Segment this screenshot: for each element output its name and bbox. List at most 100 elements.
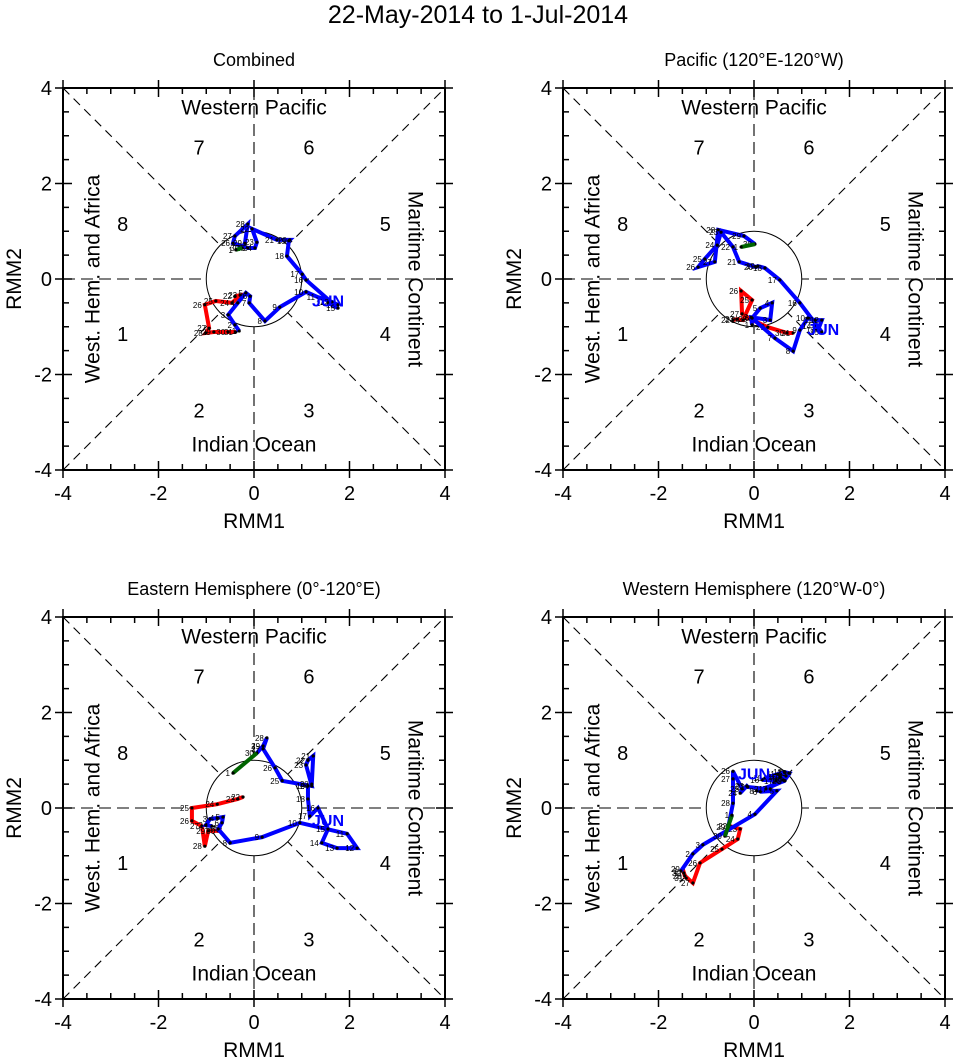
phase-number-label: 5 [380, 743, 391, 765]
day-label: 17 [764, 777, 773, 786]
day-label: 28 [673, 872, 682, 881]
series-line-jul [722, 814, 734, 837]
month-label-jun: JUN [738, 767, 770, 784]
y-tick-label: 4 [41, 78, 52, 100]
day-point [304, 278, 308, 282]
day-label: 10 [288, 819, 297, 828]
phase-number-label: 5 [880, 743, 891, 765]
day-label: 23 [725, 315, 734, 324]
day-label: 1 [725, 811, 730, 820]
day-point [742, 234, 746, 238]
day-label: 30 [230, 244, 239, 253]
day-label: 23 [245, 238, 254, 247]
y-tick-label: 2 [41, 174, 52, 196]
phase-number-label: 3 [303, 929, 314, 951]
day-point [203, 844, 207, 848]
day-point [750, 298, 754, 302]
day-label: 2 [227, 321, 232, 330]
day-label: 15 [326, 304, 335, 313]
phase-number-label: 5 [380, 214, 391, 236]
day-point [335, 846, 339, 850]
phase-number-label: 6 [803, 138, 814, 160]
day-label: 20 [744, 263, 753, 272]
day-point [345, 832, 349, 836]
day-label: 19 [778, 769, 787, 778]
day-label: 17 [290, 270, 299, 279]
day-label: 11 [336, 830, 345, 839]
day-label: 25 [270, 777, 279, 786]
day-label: 22 [231, 793, 240, 802]
day-label: 7 [211, 825, 216, 834]
phase-number-label: 2 [694, 929, 705, 951]
day-label: 15 [810, 328, 819, 337]
day-label: 26 [193, 301, 202, 310]
day-label: 27 [721, 775, 730, 784]
day-point [778, 775, 782, 779]
day-label: 6 [243, 292, 248, 301]
x-tick-label: 0 [248, 483, 259, 505]
day-label: 27 [251, 745, 260, 754]
phase-number-label: 7 [194, 138, 205, 160]
day-label: 28 [255, 734, 264, 743]
day-label: 1 [232, 327, 237, 336]
day-label: 30 [713, 832, 722, 841]
day-point [228, 841, 232, 845]
day-label: 5 [238, 289, 243, 298]
day-point [806, 316, 810, 320]
day-label: 1 [673, 867, 678, 876]
day-label: 11 [307, 293, 316, 302]
y-tick-label: -4 [34, 460, 52, 482]
day-point [234, 248, 238, 252]
day-point [300, 272, 304, 276]
day-label: 14 [316, 299, 325, 308]
region-label-indian-ocean: Indian Ocean [192, 434, 317, 457]
day-point [691, 881, 695, 885]
day-point [306, 758, 310, 762]
day-point [306, 784, 310, 788]
day-label: 27 [197, 324, 206, 333]
y-tick-label: -4 [34, 989, 52, 1011]
day-point [275, 238, 279, 242]
unit-circle [705, 230, 803, 328]
phase-number-label: 3 [303, 400, 314, 422]
y-tick-label: -2 [34, 894, 52, 916]
phase-number-label: 1 [617, 853, 628, 875]
day-label: 8 [786, 347, 791, 356]
day-label: 27 [190, 822, 199, 831]
day-point [207, 326, 211, 330]
day-label: 23 [294, 761, 303, 770]
day-label: 29 [202, 328, 211, 337]
day-point [311, 754, 315, 758]
y-tick-label: -2 [534, 894, 552, 916]
day-point [691, 852, 695, 856]
day-label: 31 [208, 824, 217, 833]
day-point [775, 789, 779, 793]
day-point [308, 814, 312, 818]
day-point [788, 771, 792, 775]
day-label: 16 [294, 276, 303, 285]
panel-pacific: Pacific (120°E-120°W)-4 -2 0 2 4-4-2024RMM1R… [503, 50, 953, 533]
panel-title: Pacific (120°E-120°W) [664, 50, 843, 70]
day-label: 22 [736, 783, 745, 792]
day-point [326, 301, 330, 305]
phase-number-label: 7 [694, 138, 705, 160]
day-label: 22 [240, 225, 249, 234]
day-point [768, 787, 772, 791]
day-point [326, 827, 330, 831]
day-point [791, 349, 795, 353]
panel-title: Western Hemisphere (120°W-0°) [623, 579, 886, 599]
phase-number-label: 7 [194, 667, 205, 689]
x-axis-label: RMM1 [723, 510, 785, 533]
day-point [736, 837, 740, 841]
day-label: 18 [296, 795, 305, 804]
day-label: 30 [245, 749, 254, 758]
y-axis-label: RMM2 [3, 248, 26, 310]
day-label: 19 [277, 237, 286, 246]
day-label: 5 [216, 813, 221, 822]
day-label: 17 [768, 276, 777, 285]
day-point [731, 769, 735, 773]
y-tick-label: 4 [541, 607, 552, 629]
day-label: 17 [298, 812, 307, 821]
day-point [190, 806, 194, 810]
x-tick-label: 4 [939, 483, 950, 505]
